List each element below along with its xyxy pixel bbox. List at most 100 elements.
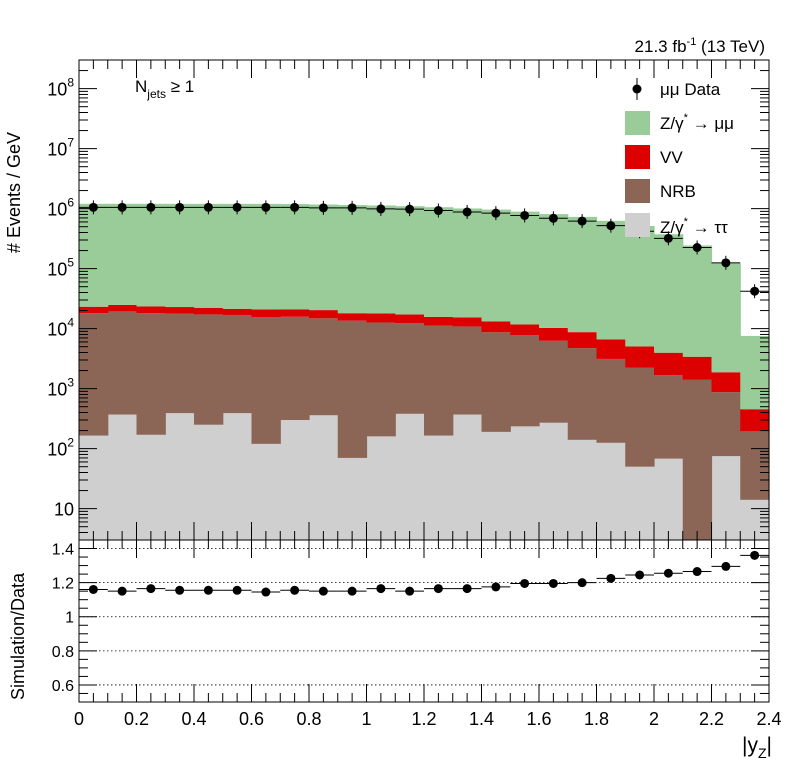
stack-bar-4-bin-12 (395, 206, 425, 315)
stack-bar-1-bin-7 (251, 443, 281, 540)
ratio-xtick-label-4: 0.6 (239, 709, 264, 729)
stack-bar-1-bin-21 (654, 458, 684, 540)
stack-bar-2-bin-15 (481, 332, 511, 432)
ratio-point-4 (175, 585, 185, 595)
stack-bar-3-bin-4 (165, 307, 195, 314)
top-ytick-label-4: 104 (47, 316, 74, 340)
stack-bar-4-bin-19 (596, 220, 626, 340)
data-point-10 (347, 203, 357, 213)
stack-bar-4-bin-24 (740, 335, 770, 410)
stack-bar-1-bin-3 (136, 434, 166, 540)
stack-bar-3-bin-16 (510, 324, 540, 336)
top-ytick-label-3: 103 (47, 376, 74, 400)
stack-bar-1-bin-6 (222, 413, 253, 540)
stack-bar-3-bin-12 (395, 314, 425, 324)
data-point-23 (721, 258, 731, 268)
data-point-15 (491, 208, 501, 218)
stack-bar-2-bin-8 (280, 316, 310, 420)
legend-entry-data: μμ Data (632, 78, 721, 100)
ratio-xtick-label-12: 2.2 (699, 709, 724, 729)
data-point-22 (692, 242, 702, 252)
stack-bar-2-bin-5 (194, 314, 224, 425)
ratio-point-9 (318, 586, 328, 596)
stack-bar-2-bin-14 (452, 326, 483, 415)
ratio-xtick-label-3: 0.4 (181, 709, 206, 729)
ratio-point-7 (261, 587, 271, 597)
stack-bar-1-bin-9 (309, 415, 339, 540)
stack-bar-3-bin-2 (107, 304, 138, 312)
legend-label-nrb: NRB (660, 182, 696, 201)
ratio-point-14 (462, 584, 472, 594)
ratio-point-24 (750, 550, 760, 560)
ratio-point-22 (692, 567, 702, 577)
stack-bar-1-bin-20 (625, 466, 655, 540)
stack-bar-3-bin-11 (366, 313, 396, 323)
stack-bar-3-bin-19 (596, 339, 626, 359)
top-ytick-label-2: 102 (47, 436, 74, 460)
stack-bar-4-bin-20 (625, 225, 655, 347)
stack-bar-4-bin-21 (654, 234, 684, 353)
stack-bar-2-bin-13 (424, 325, 454, 436)
ratio-ytick-label-5: 1.4 (52, 542, 74, 559)
data-point-17 (548, 213, 558, 223)
selection-label: Njets ≥ 1 (135, 77, 194, 101)
stack-bar-2-bin-10 (337, 320, 368, 458)
stack-bar-3-bin-23 (711, 372, 741, 393)
stack-bar-3-bin-3 (136, 306, 166, 314)
stack-bar-1-bin-2 (107, 414, 138, 540)
stack-bar-3-bin-7 (251, 309, 281, 318)
stack-bar-3-bin-9 (309, 310, 339, 319)
stack-bar-1-bin-10 (337, 457, 368, 540)
stack-bar-1-bin-15 (481, 431, 511, 540)
stack-bar-1-bin-18 (567, 439, 598, 540)
ratio-xtick-label-10: 1.8 (584, 709, 609, 729)
legend-label-vv: VV (660, 148, 683, 167)
top-ytick-label-6: 106 (47, 196, 74, 220)
stack-bar-3-bin-8 (280, 309, 310, 317)
stack-bar-3-bin-22 (682, 356, 713, 380)
data-point-13 (433, 206, 443, 216)
data-point-11 (376, 204, 386, 214)
ratio-points (79, 550, 769, 597)
data-point-12 (405, 204, 415, 214)
legend-entry-zmumu: Z/γ* → μμ (625, 111, 734, 135)
ratio-point-10 (347, 586, 357, 596)
data-point-3 (146, 202, 156, 212)
stack-bar-3-bin-18 (567, 332, 598, 349)
data-point-24 (750, 286, 760, 296)
x-axis-title: |yZ| (742, 734, 772, 761)
stack-bar-4-bin-5 (194, 203, 224, 308)
stack-bar-3-bin-10 (337, 313, 368, 321)
data-point-9 (318, 203, 328, 213)
ratio-point-3 (146, 584, 156, 594)
stack-bar-2-bin-16 (510, 335, 540, 427)
stack-bar-1-bin-8 (280, 420, 310, 540)
data-point-6 (232, 202, 242, 212)
stack-bar-1-bin-12 (395, 413, 425, 540)
y-axis-title: # Events / GeV (4, 132, 24, 253)
legend-entry-ztautau: Z/γ* → ττ (625, 213, 728, 237)
stack-bar-4-bin-6 (222, 203, 253, 309)
ratio-plot-frame (78, 539, 770, 703)
ratio-xtick-label-9: 1.6 (526, 709, 551, 729)
stack-bar-1-bin-19 (596, 442, 626, 540)
stack-bar-2-bin-9 (309, 318, 339, 416)
top-x-ticks (78, 60, 770, 540)
stack-bar-4-bin-14 (452, 208, 483, 318)
top-ytick-label-5: 105 (47, 256, 74, 280)
stack-bar-3-bin-6 (222, 308, 253, 315)
stack-bar-3-bin-21 (654, 352, 684, 376)
stack-bar-4-bin-4 (165, 203, 195, 308)
stack-bar-1-bin-16 (510, 426, 540, 540)
legend-label-ztautau: Z/γ* → ττ (660, 216, 728, 237)
stack-bar-4-bin-8 (280, 204, 310, 310)
ratio-point-2 (117, 586, 127, 596)
stack-bar-2-bin-22 (682, 379, 713, 540)
luminosity-label: 21.3 fb-1 (13 TeV) (635, 36, 765, 56)
data-point-2 (117, 202, 127, 212)
legend-entry-vv: VV (625, 145, 683, 169)
stack-bar-1-bin-23 (711, 456, 741, 540)
stack-bar-2-bin-17 (539, 340, 569, 423)
top-ytick-label-7: 107 (47, 136, 74, 160)
